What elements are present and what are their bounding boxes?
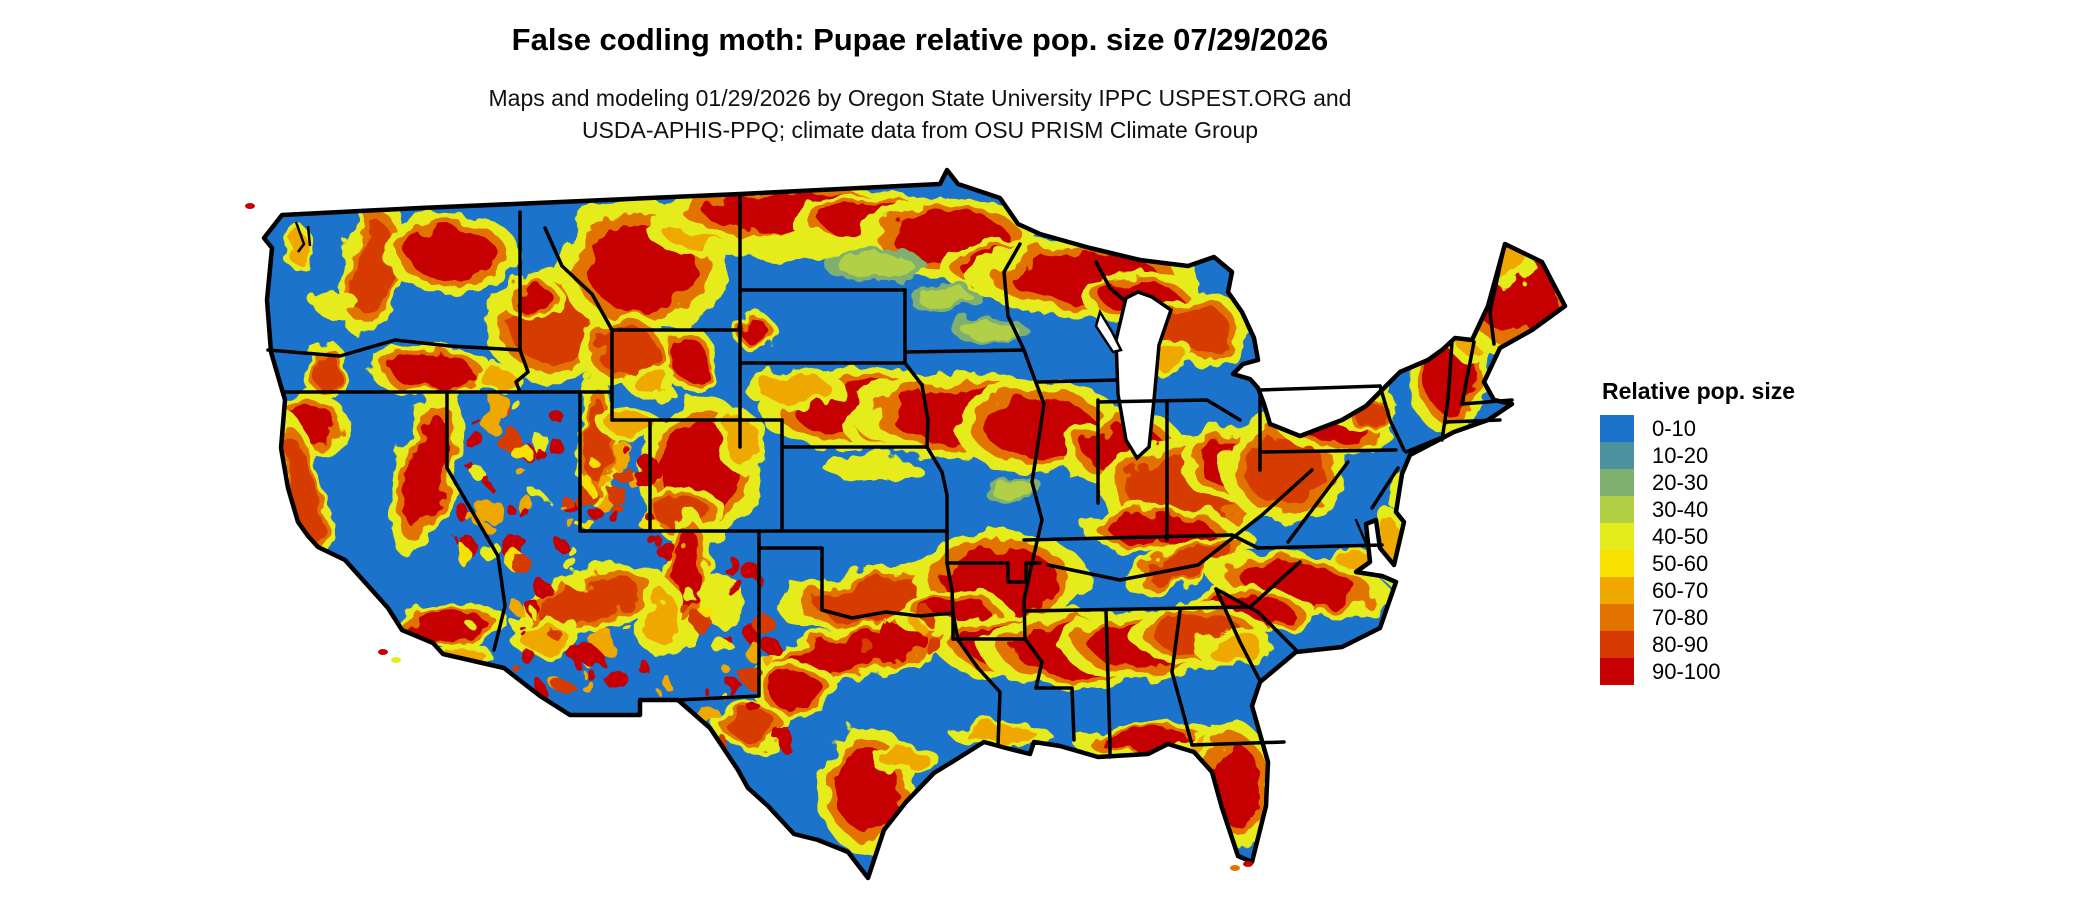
legend-swatch-0-10 bbox=[1600, 415, 1634, 442]
legend-label: 40-50 bbox=[1652, 523, 1709, 549]
legend-title: Relative pop. size bbox=[1602, 378, 1796, 404]
page-title: False codling moth: Pupae relative pop. … bbox=[511, 22, 1329, 57]
offshore-islands bbox=[245, 203, 1253, 871]
legend-label: 70-80 bbox=[1652, 604, 1709, 630]
legend-rows: 0-10 10-20 20-30 30-40 40-50 50-60 60-70 70-80 8… bbox=[1600, 415, 1900, 685]
island-dot bbox=[378, 649, 388, 655]
legend-swatch-20-30 bbox=[1600, 469, 1634, 496]
island-dot bbox=[1243, 861, 1253, 867]
green-bay bbox=[1094, 308, 1123, 354]
legend-label: 50-60 bbox=[1652, 550, 1709, 576]
great-lakes bbox=[1094, 290, 1174, 461]
legend-row-90-100: 90-100 bbox=[1600, 658, 1900, 685]
legend-swatch-50-60 bbox=[1600, 550, 1634, 577]
state-borders bbox=[266, 192, 1514, 759]
legend-swatch-80-90 bbox=[1600, 631, 1634, 658]
legend-row-40-50: 40-50 bbox=[1600, 523, 1900, 550]
legend-row-80-90: 80-90 bbox=[1600, 631, 1900, 658]
legend-row-60-70: 60-70 bbox=[1600, 577, 1900, 604]
page-subtitle: Maps and modeling 01/29/2026 by Oregon S… bbox=[0, 82, 1840, 146]
lake-michigan bbox=[1114, 290, 1174, 461]
legend-label: 20-30 bbox=[1652, 469, 1709, 495]
legend-row-30-40: 30-40 bbox=[1600, 496, 1900, 523]
island-dot bbox=[1230, 865, 1240, 871]
legend-row-10-20: 10-20 bbox=[1600, 442, 1900, 469]
legend-row-20-30: 20-30 bbox=[1600, 469, 1900, 496]
legend: Relative pop. size 0-10 10-20 20-30 30-40 40… bbox=[1600, 378, 1900, 685]
legend-label: 90-100 bbox=[1652, 658, 1721, 684]
legend-row-70-80: 70-80 bbox=[1600, 604, 1900, 631]
legend-swatch-30-40 bbox=[1600, 496, 1634, 523]
legend-label: 10-20 bbox=[1652, 442, 1709, 468]
heat-layer bbox=[269, 181, 1565, 856]
legend-label: 60-70 bbox=[1652, 577, 1709, 603]
legend-label: 30-40 bbox=[1652, 496, 1709, 522]
legend-label: 0-10 bbox=[1652, 415, 1697, 441]
island-dot bbox=[245, 203, 255, 209]
legend-swatch-10-20 bbox=[1600, 442, 1634, 469]
legend-swatch-40-50 bbox=[1600, 523, 1634, 550]
legend-row-0-10: 0-10 bbox=[1600, 415, 1900, 442]
legend-swatch-70-80 bbox=[1600, 604, 1634, 631]
subtitle-line-1: Maps and modeling 01/29/2026 by Oregon S… bbox=[488, 85, 1352, 111]
island-dot bbox=[391, 657, 401, 663]
puget-sound bbox=[294, 221, 312, 253]
legend-row-50-60: 50-60 bbox=[1600, 550, 1900, 577]
legend-label: 80-90 bbox=[1652, 631, 1709, 657]
legend-swatch-60-70 bbox=[1600, 577, 1634, 604]
legend-swatch-90-100 bbox=[1600, 658, 1634, 685]
subtitle-line-2: USDA-APHIS-PPQ; climate data from OSU PR… bbox=[581, 117, 1259, 143]
